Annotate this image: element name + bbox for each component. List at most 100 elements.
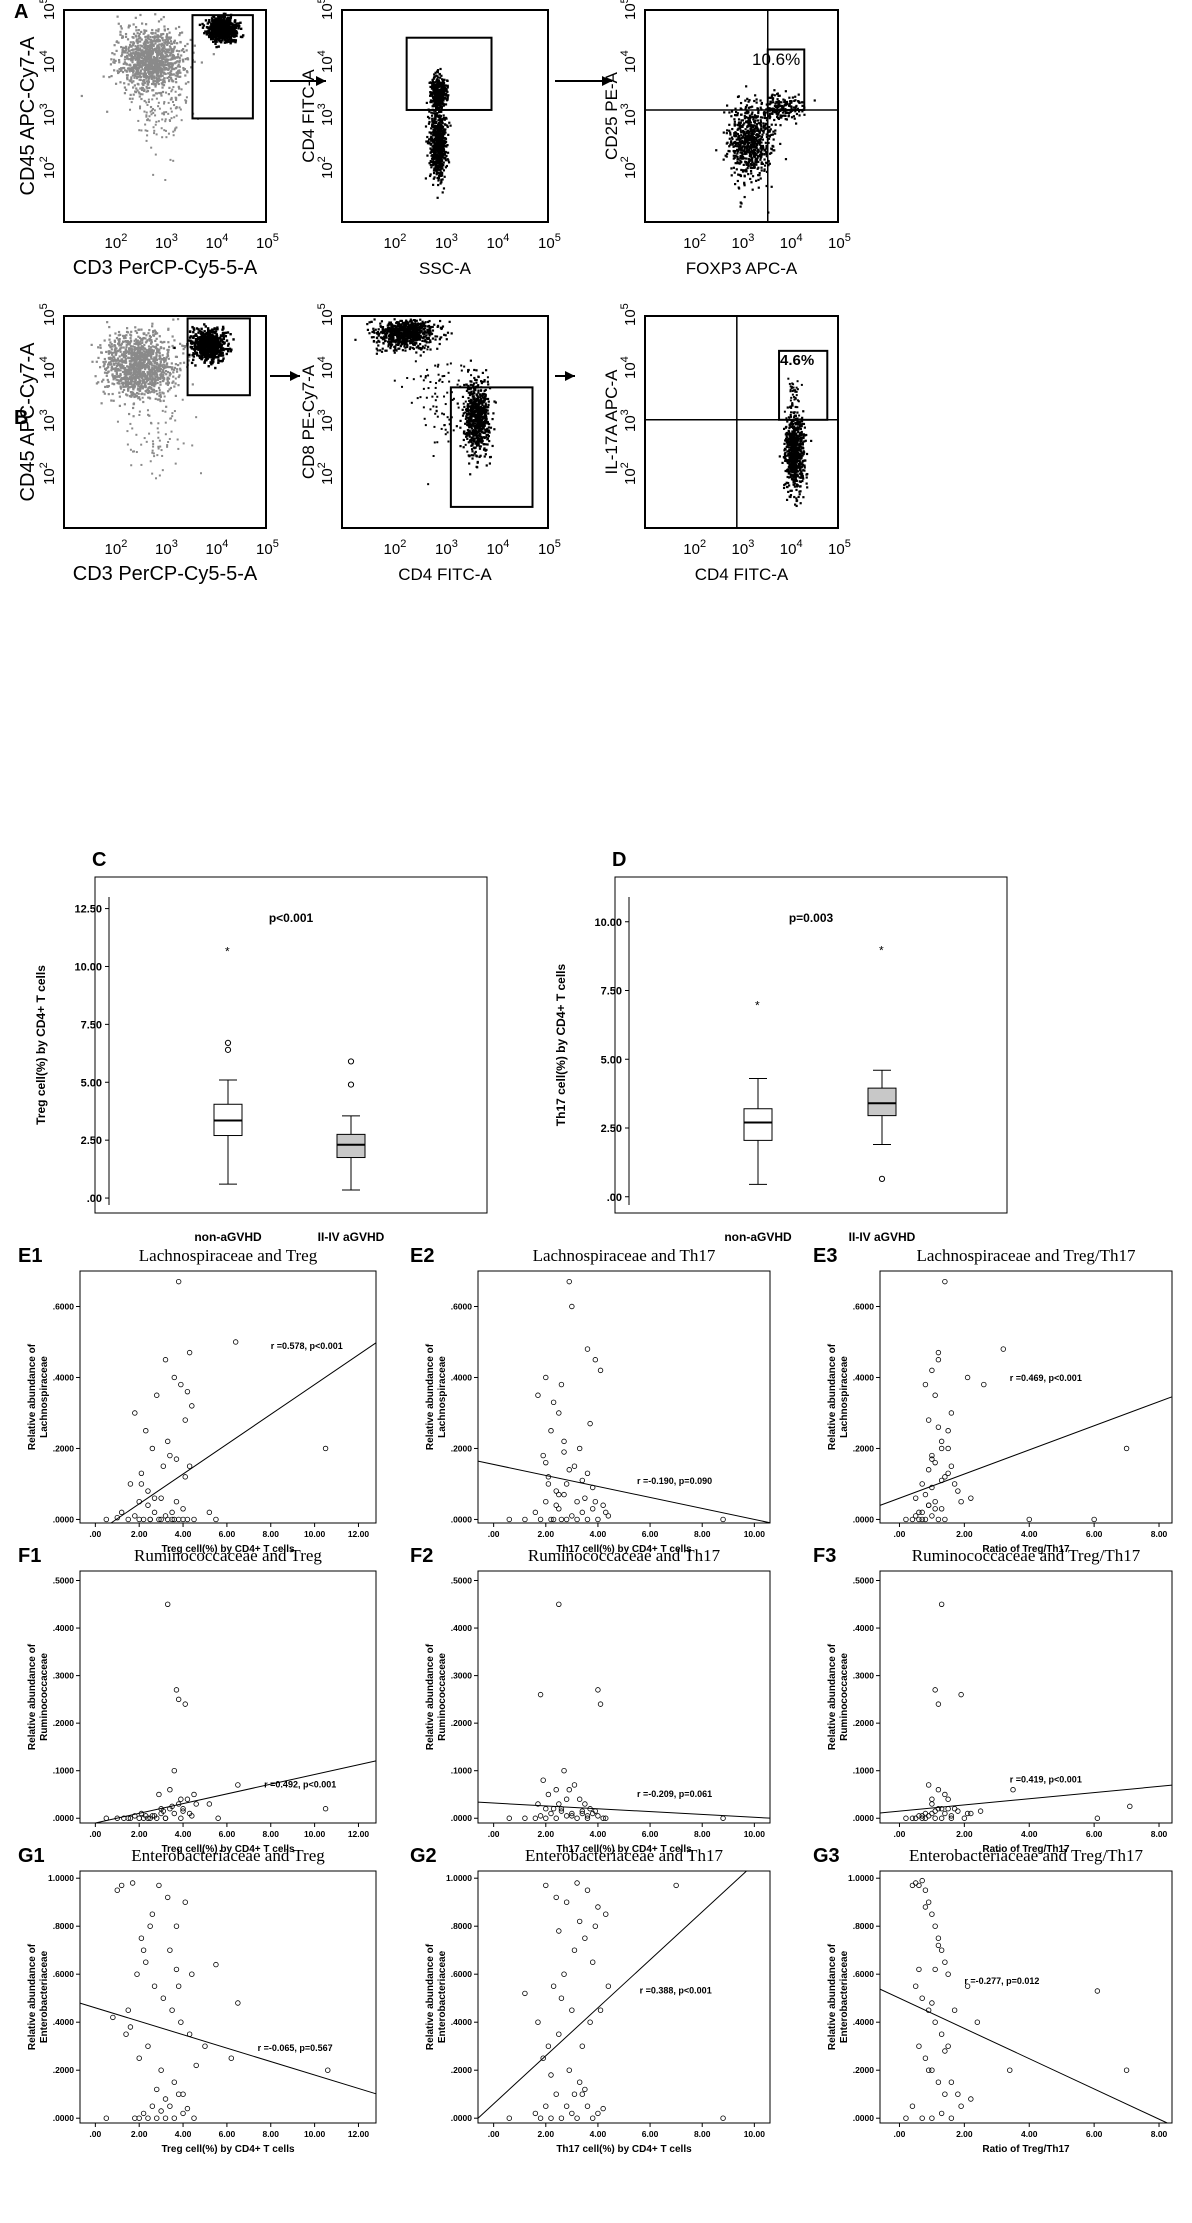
event-dot: [743, 114, 746, 118]
event-dot: [134, 74, 137, 78]
event-dot: [155, 76, 158, 79]
event-dot: [159, 78, 162, 81]
event-dot: [149, 35, 152, 39]
event-dot: [114, 362, 118, 365]
event-dot: [768, 107, 771, 110]
event-dot: [113, 375, 116, 378]
event-dot: [154, 114, 157, 117]
event-dot: [159, 74, 162, 77]
event-dot: [441, 155, 444, 159]
event-dot: [765, 147, 768, 150]
event-dot: [174, 98, 178, 101]
event-dot: [765, 170, 769, 173]
event-dot: [771, 110, 774, 113]
event-dot: [123, 58, 126, 61]
event-dot: [103, 363, 106, 366]
event-dot: [147, 366, 150, 369]
event-dot: [751, 175, 755, 178]
event-dot: [109, 345, 112, 348]
event-dot: [746, 129, 750, 132]
event-dot: [801, 110, 804, 113]
event-dot: [440, 102, 443, 105]
event-dot: [102, 365, 105, 368]
event-dot: [756, 142, 759, 145]
event-dot: [119, 344, 123, 347]
event-dot: [160, 82, 163, 85]
event-dot: [439, 114, 443, 118]
event-dot: [752, 125, 755, 129]
event-dot: [751, 146, 755, 149]
event-dot: [131, 57, 135, 60]
event-dot: [179, 71, 182, 74]
event-dot: [144, 72, 147, 75]
event-dot: [433, 160, 436, 164]
event-dot: [167, 328, 170, 331]
event-dot: [179, 108, 182, 111]
event-dot: [179, 41, 182, 44]
event-dot: [151, 76, 154, 79]
event-dot: [764, 127, 767, 130]
event-dot: [100, 380, 104, 383]
event-dot: [156, 40, 159, 43]
event-dot: [140, 45, 144, 48]
event-dot: [119, 364, 122, 367]
event-dot: [202, 24, 206, 27]
event-dot: [150, 109, 153, 112]
event-dot: [429, 163, 432, 166]
event-dot: [748, 141, 751, 144]
event-dot: [219, 19, 222, 22]
event-dot: [159, 346, 162, 349]
event-dot: [441, 152, 444, 155]
event-dot: [136, 64, 139, 67]
event-dot: [145, 115, 148, 118]
event-dot: [758, 143, 761, 146]
event-dot: [137, 91, 140, 94]
event-dot: [131, 58, 134, 62]
event-dot: [442, 131, 445, 134]
event-dot: [441, 137, 444, 140]
event-dot: [124, 370, 127, 373]
event-dot: [164, 48, 167, 51]
event-dot: [173, 68, 176, 71]
event-dots: [424, 67, 452, 199]
event-dot: [160, 18, 163, 21]
event-dot: [114, 359, 118, 362]
event-dot: [229, 29, 233, 33]
event-dot: [165, 34, 168, 38]
event-dot: [108, 334, 112, 337]
event-dot: [154, 380, 157, 383]
event-dot: [124, 382, 127, 385]
event-dot: [134, 45, 137, 48]
event-dot: [159, 380, 162, 384]
event-dot: [146, 351, 149, 354]
event-dot: [137, 62, 140, 65]
event-dot: [786, 103, 789, 106]
event-dot: [132, 23, 135, 26]
event-dot: [134, 48, 137, 51]
event-dot: [145, 139, 148, 142]
event-dot: [752, 140, 755, 144]
event-dot: [431, 145, 434, 148]
x-tick-label: 102: [384, 232, 407, 252]
event-dot: [431, 86, 434, 90]
event-dot: [747, 136, 750, 139]
event-dot: [139, 59, 142, 63]
event-dot: [163, 113, 166, 116]
y-tick-exponent: 2: [619, 156, 631, 162]
event-dot: [177, 71, 180, 75]
event-dot: [161, 67, 164, 70]
event-dot: [441, 93, 444, 96]
event-dot: [166, 48, 169, 51]
event-dot: [176, 75, 179, 78]
event-dot: [148, 86, 151, 90]
event-dot: [163, 371, 166, 374]
event-dot: [736, 160, 739, 163]
event-dot: [775, 101, 778, 104]
event-dot: [152, 79, 155, 82]
event-dot: [147, 67, 150, 70]
event-dot: [729, 133, 732, 136]
event-dot: [160, 59, 163, 62]
event-dot: [166, 370, 170, 374]
event-dot: [121, 48, 124, 51]
y-tick-label: 105: [619, 0, 639, 20]
